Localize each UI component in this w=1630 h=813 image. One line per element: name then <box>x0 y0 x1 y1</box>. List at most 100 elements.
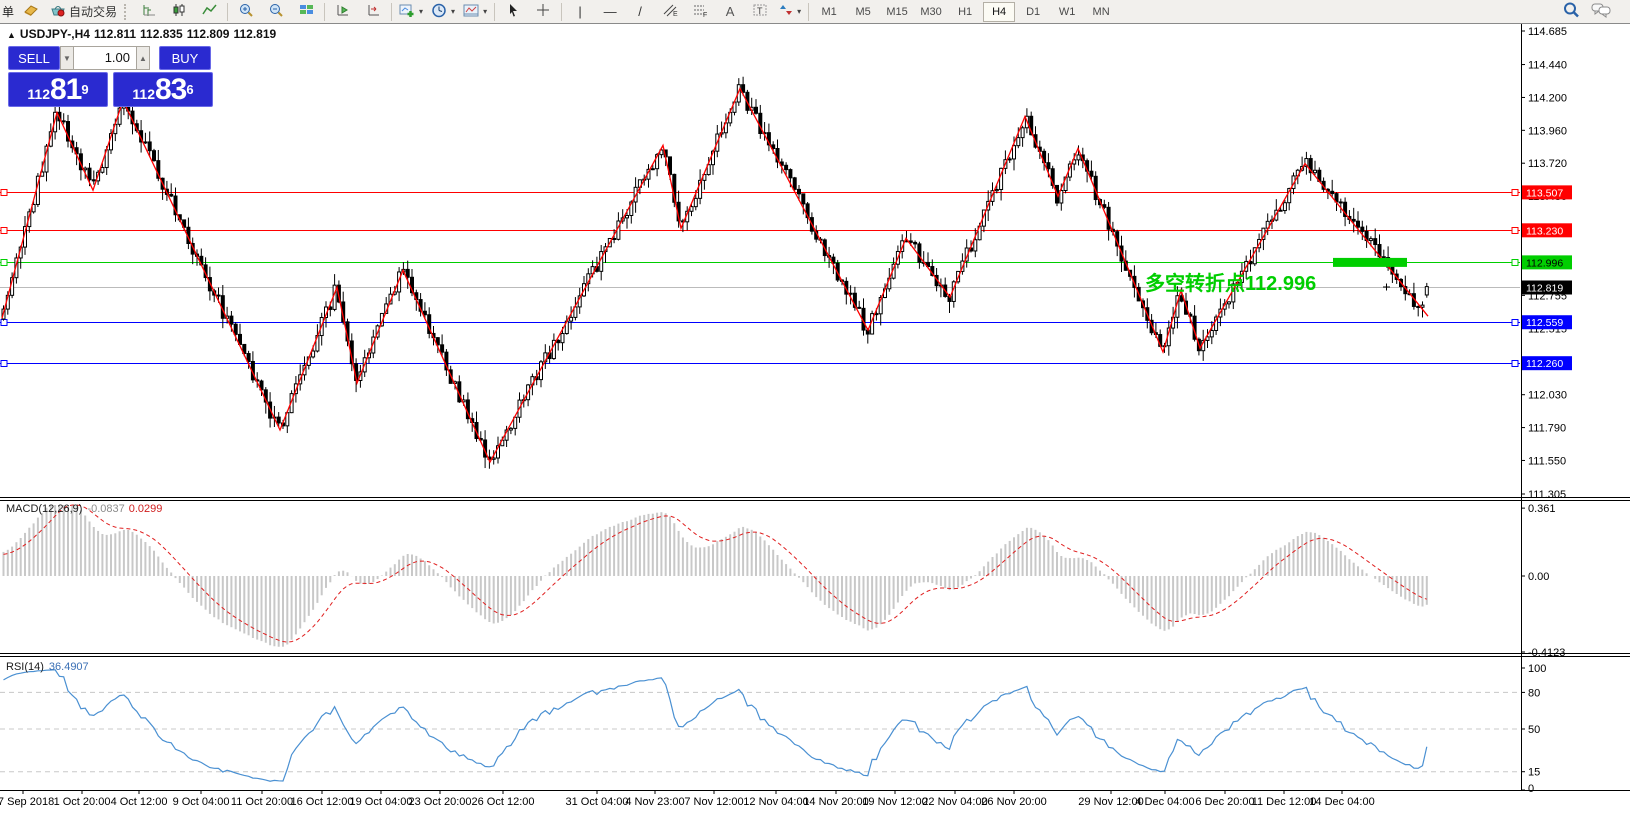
templates-button[interactable]: ▾ <box>459 1 491 23</box>
crosshair-icon <box>536 3 550 20</box>
svg-text:31 Oct 04:00: 31 Oct 04:00 <box>566 796 629 808</box>
open-value: 112.811 <box>93 27 137 41</box>
sell-price-whole: 112 <box>27 86 50 102</box>
chart-shift-icon <box>366 3 381 20</box>
macd-label: MACD(12,26,9) <box>6 503 83 515</box>
sell-price-button[interactable]: 112 81 9 <box>8 72 108 107</box>
chat-button[interactable] <box>1586 1 1616 23</box>
svg-text:4 Oct 12:00: 4 Oct 12:00 <box>111 796 168 808</box>
svg-text:113.960: 113.960 <box>1528 125 1567 137</box>
template-icon <box>463 3 479 21</box>
timeframe-h1-button[interactable]: H1 <box>958 5 973 18</box>
macd-signal-value: 0.0299 <box>128 503 163 515</box>
cursor-icon <box>507 3 520 20</box>
line-chart-button[interactable] <box>194 1 224 23</box>
sell-button[interactable]: SELL <box>8 46 60 70</box>
trendline-tool[interactable]: / <box>638 4 642 19</box>
volume-increase-button[interactable]: ▲ <box>136 46 150 70</box>
svg-text:14 Dec 04:00: 14 Dec 04:00 <box>1309 796 1374 808</box>
svg-text:F: F <box>703 12 707 17</box>
autotrading-label: 自动交易 <box>69 5 118 19</box>
turning-point-highlight-bar[interactable] <box>1333 257 1407 267</box>
timeframe-m15-button[interactable]: M15 <box>886 5 908 18</box>
svg-text:-0.4123: -0.4123 <box>1528 647 1565 659</box>
buy-price-whole: 112 <box>132 86 155 102</box>
svg-text:113.720: 113.720 <box>1528 158 1567 170</box>
rsi-indicator: 100 80 50 15 0 <box>0 663 1546 795</box>
svg-text:112.996: 112.996 <box>1526 257 1563 269</box>
svg-text:11 Dec 12:00: 11 Dec 12:00 <box>1252 796 1317 808</box>
one-click-trade-panel: SELL ▼ 1.00 ▲ BUY 112 81 9 112 83 6 <box>8 46 214 107</box>
timeframe-m30-button[interactable]: M30 <box>920 5 942 18</box>
new-order-button[interactable]: 单 <box>2 5 15 19</box>
svg-text:112.260: 112.260 <box>1526 358 1563 370</box>
channel-icon: E <box>662 3 678 20</box>
bar-chart-button[interactable] <box>134 1 164 23</box>
svg-text:14 Nov 20:00: 14 Nov 20:00 <box>803 796 868 808</box>
svg-text:29 Nov 12:00: 29 Nov 12:00 <box>1078 796 1143 808</box>
collapse-trade-panel-icon[interactable]: ▲ <box>7 30 16 40</box>
zoom-in-icon <box>238 3 254 21</box>
fibonacci-icon: F <box>692 3 708 20</box>
periods-button[interactable]: ▾ <box>427 1 459 23</box>
timeframe-mn-button[interactable]: MN <box>1092 5 1110 18</box>
chart-background <box>0 24 1630 813</box>
high-value: 112.835 <box>140 27 183 41</box>
crosshair-button[interactable] <box>528 1 558 23</box>
fibonacci-tool[interactable]: F <box>685 1 715 23</box>
new-chart-caret-icon[interactable]: ▾ <box>419 7 424 16</box>
turning-point-annotation[interactable]: 多空转折点112.996 <box>1145 271 1316 295</box>
timeframe-m5-button[interactable]: M5 <box>855 5 871 18</box>
chat-bubbles-icon <box>1591 2 1611 21</box>
volume-input[interactable]: 1.00 <box>74 46 136 70</box>
autotrading-icon <box>50 3 66 20</box>
timeframe-h4-button[interactable]: H4 <box>983 1 1016 22</box>
zigzag-line[interactable] <box>1 86 1429 464</box>
search-button[interactable] <box>1556 1 1586 23</box>
vertical-line-tool[interactable]: | <box>578 4 582 19</box>
svg-text:114.685: 114.685 <box>1528 26 1567 38</box>
cursor-button[interactable] <box>498 1 528 23</box>
horizontal-line-tool[interactable]: — <box>603 4 617 19</box>
macd-main-value: -0.0837 <box>87 503 125 515</box>
svg-text:114.440: 114.440 <box>1528 60 1567 72</box>
auto-scroll-button[interactable] <box>328 1 358 23</box>
timeframe-d1-button[interactable]: D1 <box>1026 5 1041 18</box>
volume-decrease-button[interactable]: ▼ <box>60 46 74 70</box>
tile-windows-button[interactable] <box>291 1 321 23</box>
timeframe-group: M1 M5 M15 M30 H1 H4 D1 W1 MN <box>812 1 1118 22</box>
auto-scroll-icon <box>336 3 351 20</box>
svg-text:26 Oct 12:00: 26 Oct 12:00 <box>472 796 535 808</box>
zoom-out-button[interactable] <box>261 1 291 23</box>
svg-text:112.030: 112.030 <box>1528 390 1567 402</box>
label-tool[interactable]: T <box>745 1 775 23</box>
chart-shift-button[interactable] <box>358 1 388 23</box>
text-tool[interactable]: A <box>725 4 735 19</box>
zoom-in-button[interactable] <box>231 1 261 23</box>
new-chart-button[interactable]: ▾ <box>395 1 427 23</box>
rsi-label: RSI(14) <box>6 661 44 673</box>
timeframe-m1-button[interactable]: M1 <box>821 5 837 18</box>
buy-price-frac: 6 <box>186 82 194 97</box>
buy-button[interactable]: BUY <box>159 46 211 70</box>
autotrading-button[interactable]: 自动交易 <box>46 1 121 23</box>
toolbar: 单 自动交易 <box>0 0 1630 24</box>
channel-tool[interactable]: E <box>655 1 685 23</box>
svg-text:112.819: 112.819 <box>1526 283 1563 295</box>
close-value: 112.819 <box>233 27 277 41</box>
svg-text:1 Oct 20:00: 1 Oct 20:00 <box>54 796 111 808</box>
buy-price-button[interactable]: 112 83 6 <box>113 72 213 107</box>
templates-caret-icon[interactable]: ▾ <box>483 7 488 16</box>
timeframe-w1-button[interactable]: W1 <box>1058 5 1076 18</box>
arrows-caret-icon[interactable]: ▾ <box>797 7 802 16</box>
bar-chart-icon <box>142 3 157 20</box>
svg-text:114.200: 114.200 <box>1528 92 1567 104</box>
candlestick-chart-button[interactable] <box>164 1 194 23</box>
svg-text:6 Dec 20:00: 6 Dec 20:00 <box>1195 796 1254 808</box>
arrows-tool[interactable]: ▾ <box>775 1 805 23</box>
history-center-button[interactable] <box>16 1 46 23</box>
periods-caret-icon[interactable]: ▾ <box>451 7 456 16</box>
